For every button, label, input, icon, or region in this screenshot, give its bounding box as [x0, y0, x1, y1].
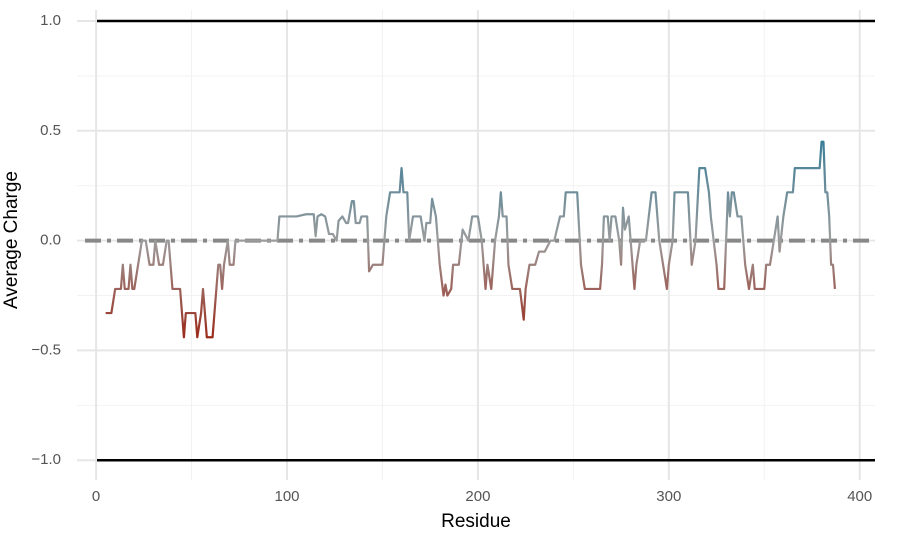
data-line — [105, 140, 837, 339]
x-tick-label: 100 — [274, 488, 299, 505]
x-tick-label: 200 — [465, 488, 490, 505]
y-tick-label: 0.0 — [40, 232, 61, 249]
y-tick-label: 0.5 — [40, 122, 61, 139]
x-axis-title: Residue — [441, 511, 511, 532]
y-axis-title: Average Charge — [1, 171, 22, 309]
y-tick-label: −1.0 — [31, 451, 61, 468]
x-tick-label: 0 — [92, 488, 100, 505]
x-tick-label: 400 — [847, 488, 872, 505]
y-tick-label: 1.0 — [40, 12, 61, 29]
y-tick-label: −0.5 — [31, 341, 61, 358]
x-tick-label: 300 — [656, 488, 681, 505]
